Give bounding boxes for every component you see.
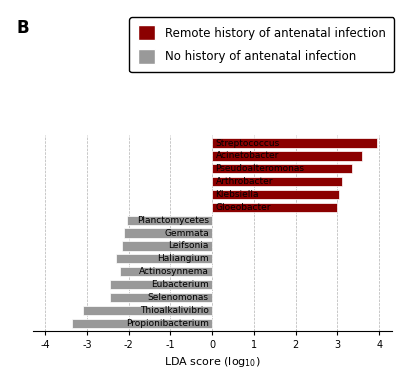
Text: Thioalkalivibrio: Thioalkalivibrio [140,306,209,315]
Bar [110,280,212,289]
Text: B: B [16,19,29,37]
Text: Leifsonia: Leifsonia [169,241,209,250]
Bar [212,203,337,212]
Text: Actinosynnema: Actinosynnema [139,267,209,276]
Text: Klebsiella: Klebsiella [215,190,259,199]
Text: Arthrobacter: Arthrobacter [215,177,273,186]
Bar [212,138,377,148]
Bar [116,254,212,264]
Text: Eubacterium: Eubacterium [151,280,209,289]
Bar [212,177,341,186]
Text: Gemmata: Gemmata [164,229,209,238]
Legend: Remote history of antenatal infection, No history of antenatal infection: Remote history of antenatal infection, N… [129,17,394,72]
Bar [212,190,339,199]
Text: Acinetobacter: Acinetobacter [215,152,279,161]
Bar [83,306,212,315]
Text: Selenomonas: Selenomonas [148,293,209,302]
Text: Haliangium: Haliangium [157,254,209,263]
Bar [124,229,212,238]
Text: Propionibacterium: Propionibacterium [126,319,209,327]
Bar [212,164,352,173]
Bar [212,151,362,161]
Bar [126,215,212,225]
Bar [122,241,212,251]
Bar [120,267,212,276]
Text: Pseudoalteromonas: Pseudoalteromonas [215,164,304,173]
X-axis label: LDA score (log$_{10}$): LDA score (log$_{10}$) [164,355,260,370]
Bar [110,293,212,302]
Bar [72,318,212,328]
Text: Gloeobacter: Gloeobacter [215,203,271,212]
Text: Planctomycetes: Planctomycetes [137,216,209,225]
Text: Streptococcus: Streptococcus [215,139,280,147]
